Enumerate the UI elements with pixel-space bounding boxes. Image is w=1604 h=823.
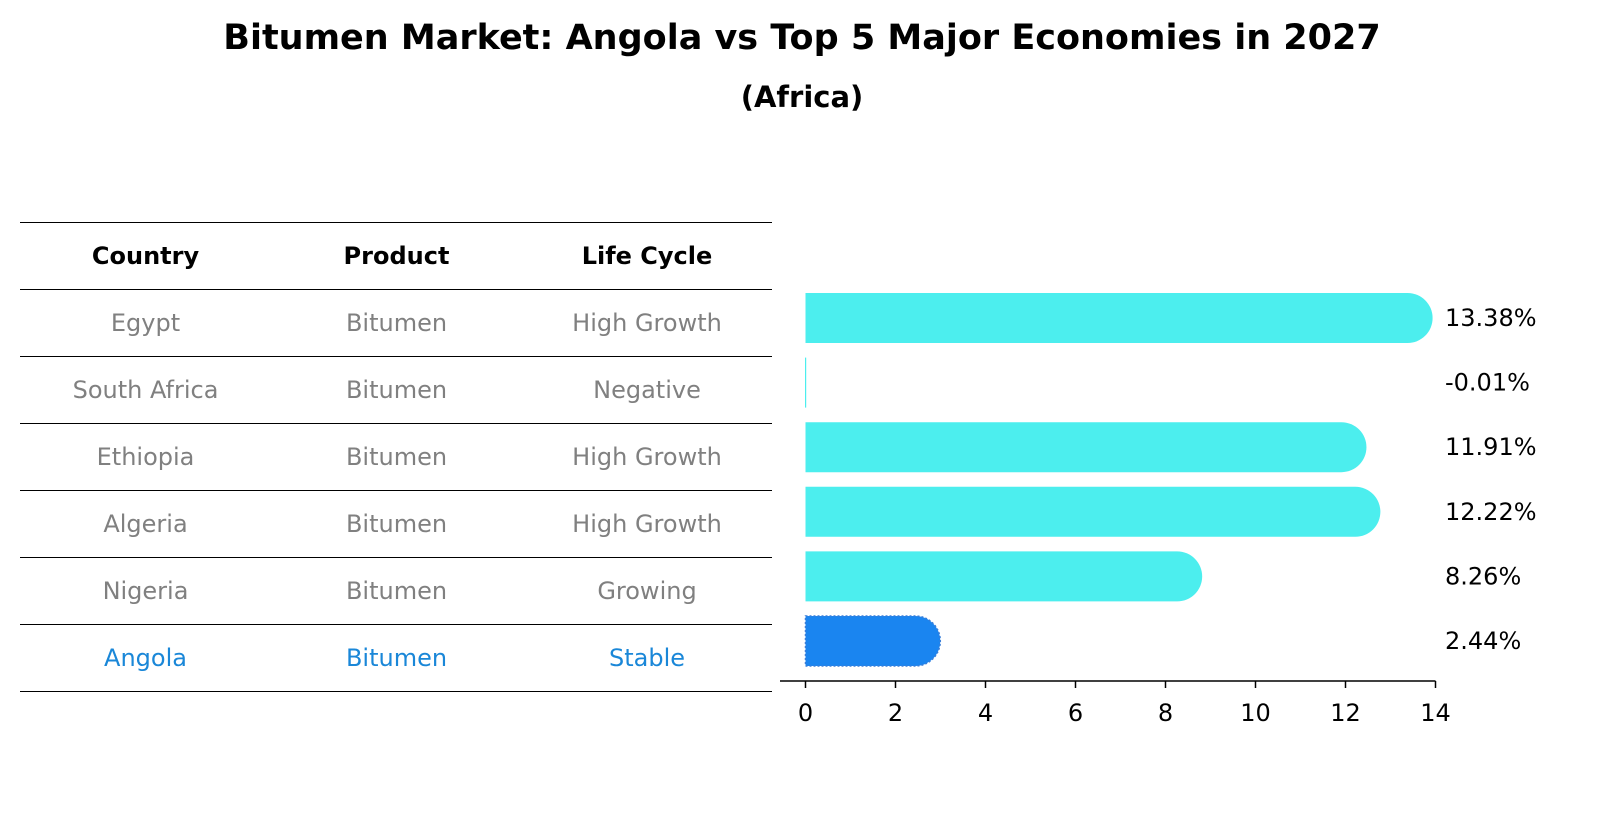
bar-nigeria [805, 551, 1203, 602]
cell-life-cycle: Growing [522, 557, 772, 625]
x-tick-label-4: 4 [978, 699, 993, 727]
cell-life-cycle: High Growth [522, 423, 772, 491]
cell-life-cycle: High Growth [522, 289, 772, 357]
cell-product: Bitumen [271, 557, 522, 625]
value-label-ethiopia: 11.91% [1445, 433, 1537, 461]
market-table-panel: Country Product Life Cycle Egypt Bitumen… [20, 222, 772, 692]
table-row: Egypt Bitumen High Growth [20, 289, 772, 357]
cell-product: Bitumen [271, 624, 522, 692]
value-label-nigeria: 8.26% [1445, 562, 1521, 590]
bar-south-africa [805, 357, 807, 408]
x-tick-label-10: 10 [1240, 699, 1271, 727]
value-label-south-africa: -0.01% [1445, 369, 1530, 397]
x-tick-label-12: 12 [1330, 699, 1361, 727]
cell-country: Egypt [20, 289, 271, 357]
table-row: Nigeria Bitumen Growing [20, 557, 772, 625]
growth-bar-chart-panel: 13.38% -0.01% 11.91% 12.22% 8.26% 2.44% 0 2 4 6 8 1… [773, 280, 1580, 754]
x-tick-label-8: 8 [1158, 699, 1173, 727]
cell-country: South Africa [20, 356, 271, 424]
header-country: Country [20, 222, 271, 290]
x-tick-label-0: 0 [798, 699, 813, 727]
chart-subtitle: (Africa) [740, 80, 864, 114]
value-label-angola: 2.44% [1445, 627, 1521, 655]
table-row: South Africa Bitumen Negative [20, 356, 772, 424]
cell-life-cycle: Stable [522, 624, 772, 692]
cell-country: Ethiopia [20, 423, 271, 491]
bar-ethiopia [805, 422, 1367, 473]
header-life-cycle: Life Cycle [522, 222, 772, 290]
cell-product: Bitumen [271, 289, 522, 357]
market-table: Country Product Life Cycle Egypt Bitumen… [20, 222, 772, 692]
growth-bar-chart: 13.38% -0.01% 11.91% 12.22% 8.26% 2.44% 0 2 4 6 8 1… [773, 293, 1537, 727]
cell-product: Bitumen [271, 423, 522, 491]
x-tick-label-14: 14 [1420, 699, 1451, 727]
cell-product: Bitumen [271, 490, 522, 558]
cell-life-cycle: High Growth [522, 490, 772, 558]
header-product: Product [271, 222, 522, 290]
value-label-egypt: 13.38% [1445, 304, 1537, 332]
cell-product: Bitumen [271, 356, 522, 424]
x-tick-label-2: 2 [888, 699, 903, 727]
cell-life-cycle: Negative [522, 356, 772, 424]
bar-angola [804, 615, 941, 667]
cell-country: Algeria [20, 490, 271, 558]
table-row-highlight: Angola Bitumen Stable [20, 624, 772, 692]
table-row: Algeria Bitumen High Growth [20, 490, 772, 558]
cell-country: Nigeria [20, 557, 271, 625]
cell-country: Angola [20, 624, 271, 692]
bar-algeria [805, 486, 1381, 537]
bar-egypt [805, 293, 1433, 343]
table-row: Ethiopia Bitumen High Growth [20, 423, 772, 491]
table-header-row: Country Product Life Cycle [20, 222, 772, 290]
value-label-algeria: 12.22% [1445, 498, 1537, 526]
chart-title: Bitumen Market: Angola vs Top 5 Major Ec… [223, 18, 1381, 58]
x-tick-label-6: 6 [1068, 699, 1083, 727]
